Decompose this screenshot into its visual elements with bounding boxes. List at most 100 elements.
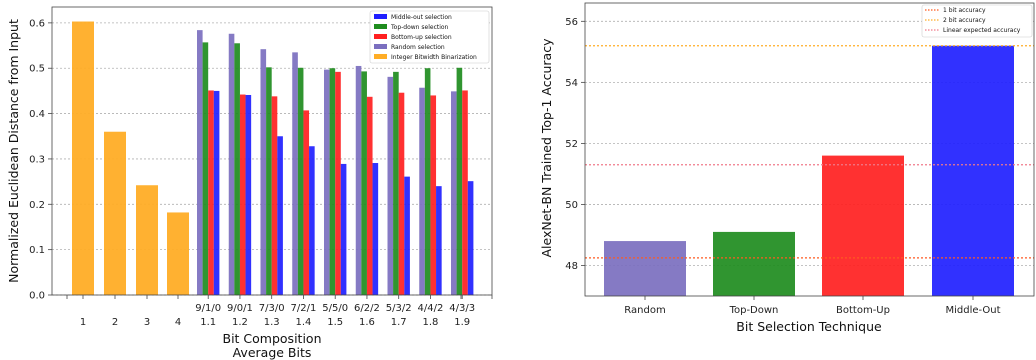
right-reference-lines [585,45,1034,259]
left-x-axis-label-line2: Average Bits [233,345,312,360]
bar-middle-out-7/3/0 [277,136,283,295]
bar-top-down-9/0/1 [234,43,240,296]
right-x-tick-label: Top-Down [729,305,779,316]
bar-random-5/3/2 [387,76,394,295]
bar-random-9/1/0 [197,30,203,296]
bar-middle-out-9/0/1 [245,94,252,296]
left-y-tick-label: 0.0 [29,291,45,302]
bar-top-down-4/3/3 [456,67,463,295]
legend-swatch-middle-out [374,14,387,19]
left-x-tick-label-integer: 1 [80,317,86,328]
left-y-tick-label: 0.2 [29,200,45,211]
left-bars [72,21,474,296]
bar-random-9/0/1 [228,33,235,295]
left-legend-box [369,10,490,64]
bar-integer-4 [167,212,189,295]
bar-middle-out-6/2/2 [372,163,379,295]
left-x-tick-label-composition: 9/1/0 [195,303,221,314]
left-x-tick-label-integer: 4 [175,317,181,328]
left-x-tick-label-average: 1.9 [454,317,470,328]
legend-label-2bit: 2 bit accuracy [943,17,986,24]
left-y-tick-label: 0.4 [29,109,45,120]
bar-top-down-9/1/0 [202,42,209,296]
left-x-tick-label-average: 1.1 [200,317,216,328]
left-y-tick-label: 0.1 [29,245,45,256]
left-x-tick-label-average: 1.6 [359,317,375,328]
left-x-tick-label-composition: 4/3/3 [449,303,475,314]
right-x-tick-label: Bottom-Up [836,305,890,316]
right-y-tick-label: 52 [565,139,578,150]
legend-swatch-top-down [374,24,387,29]
legend-swatch-random [374,44,387,49]
bar-bottom-up-5/3/2 [398,92,405,295]
legend-label-bottom-up: Bottom-up selection [391,34,452,41]
bar-bottom-up [822,155,904,296]
bar-top-down-5/5/0 [329,68,336,295]
left-x-tick-label-composition: 9/0/1 [227,303,253,314]
right-y-axis-label: AlexNet-BN Trained Top-1 Accuracy [539,38,554,258]
left-x-tick-label-composition: 7/3/0 [259,303,285,314]
left-x-tick-label-average: 1.4 [295,317,311,328]
legend-swatch-bottom-up [374,34,387,39]
right-y-tick-label: 48 [565,261,578,272]
left-chart: 0.00.10.20.30.40.50.6 1 2 3 49/1/01.19/0/11… [6,6,493,360]
right-y-ticks: 48 50 52 54 56 [565,17,585,272]
left-x-tick-label-integer: 2 [112,317,118,328]
bar-bottom-up-6/2/2 [366,96,373,295]
left-x-tick-label-composition: 4/4/2 [418,303,444,314]
bar-random-6/2/2 [355,65,362,295]
right-x-ticks: Random Top-Down Bottom-Up Middle-Out [624,296,1001,316]
left-x-tick-label-composition: 6/2/2 [354,303,380,314]
bar-top-down-7/3/0 [266,67,272,295]
bar-middle-out-4/4/2 [436,186,442,295]
left-x-tick-label-average: 1.2 [232,317,248,328]
right-x-tick-label: Middle-Out [945,305,1000,316]
bar-integer-3 [136,185,158,295]
bar-middle-out-5/3/2 [404,176,410,295]
bar-random-4/3/3 [451,91,457,295]
bar-middle-out-4/3/3 [467,181,474,295]
right-x-tick-label: Random [624,305,665,316]
bar-top-down-6/2/2 [361,71,367,295]
left-x-tick-label-average: 1.7 [391,317,407,328]
right-y-tick-label: 50 [565,200,578,211]
bar-bottom-up-9/1/0 [208,90,214,295]
bar-middle-out-5/5/0 [340,163,347,295]
bar-top-down [713,231,795,296]
right-chart: 48 50 52 54 56 Random Top-Down Bottom-Up Middle… [539,2,1035,334]
right-gridlines [585,20,1034,266]
bar-random-5/5/0 [324,69,330,295]
right-legend: 1 bit accuracy 2 bit accuracy Linear exp… [921,4,1033,38]
legend-label-linear: Linear expected accuracy [943,27,1021,34]
bar-random-7/3/0 [260,49,267,295]
right-legend-box [921,4,1033,38]
left-y-tick-label: 0.6 [29,18,45,29]
left-x-tick-label-average: 1.3 [264,317,280,328]
right-bars [604,45,1014,296]
bar-bottom-up-9/0/1 [239,94,246,295]
bar-bottom-up-7/2/1 [303,110,310,296]
legend-label-random: Random selection [391,44,445,51]
bar-random-7/2/1 [292,52,298,295]
bar-middle-out-9/1/0 [213,90,220,295]
left-y-axis-label: Normalized Euclidean Distance from Input [6,19,21,283]
bar-middle-out-7/2/1 [309,146,315,295]
left-x-tick-label-composition: 5/3/2 [386,303,412,314]
bar-random-4/4/2 [419,87,425,295]
legend-label-integer: Integer Bitwidth Binarization [391,54,477,61]
right-plot-frame [584,2,1035,297]
left-x-axis-label-line1: Bit Composition [223,331,322,346]
legend-label-1bit: 1 bit accuracy [943,7,986,14]
left-y-tick-label: 0.5 [29,64,45,75]
left-x-tick-label-composition: 5/5/0 [322,303,348,314]
bar-integer-2 [104,131,126,295]
left-y-tick-label: 0.3 [29,154,45,165]
legend-label-middle-out: Middle-out selection [391,14,452,21]
legend-swatch-integer [374,54,387,59]
left-x-ticks: 1 2 3 4 9/1/0 1.1 9/0/1 1.2 7/3/0 1.3 7/2/1 1.4 5/5/… [66,295,493,328]
right-y-tick-label: 56 [565,17,578,28]
left-x-tick-label-average: 1.5 [327,317,343,328]
bar-top-down-7/2/1 [297,67,304,295]
bar-top-down-5/3/2 [393,71,399,295]
